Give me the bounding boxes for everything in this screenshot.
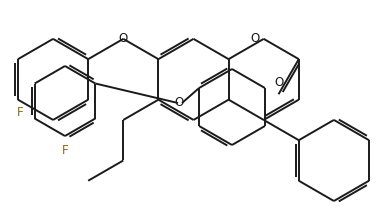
Text: F: F	[62, 144, 68, 157]
Text: F: F	[17, 106, 23, 119]
Text: O: O	[274, 76, 283, 89]
Text: O: O	[175, 97, 183, 110]
Text: O: O	[119, 32, 128, 45]
Text: O: O	[250, 32, 260, 45]
